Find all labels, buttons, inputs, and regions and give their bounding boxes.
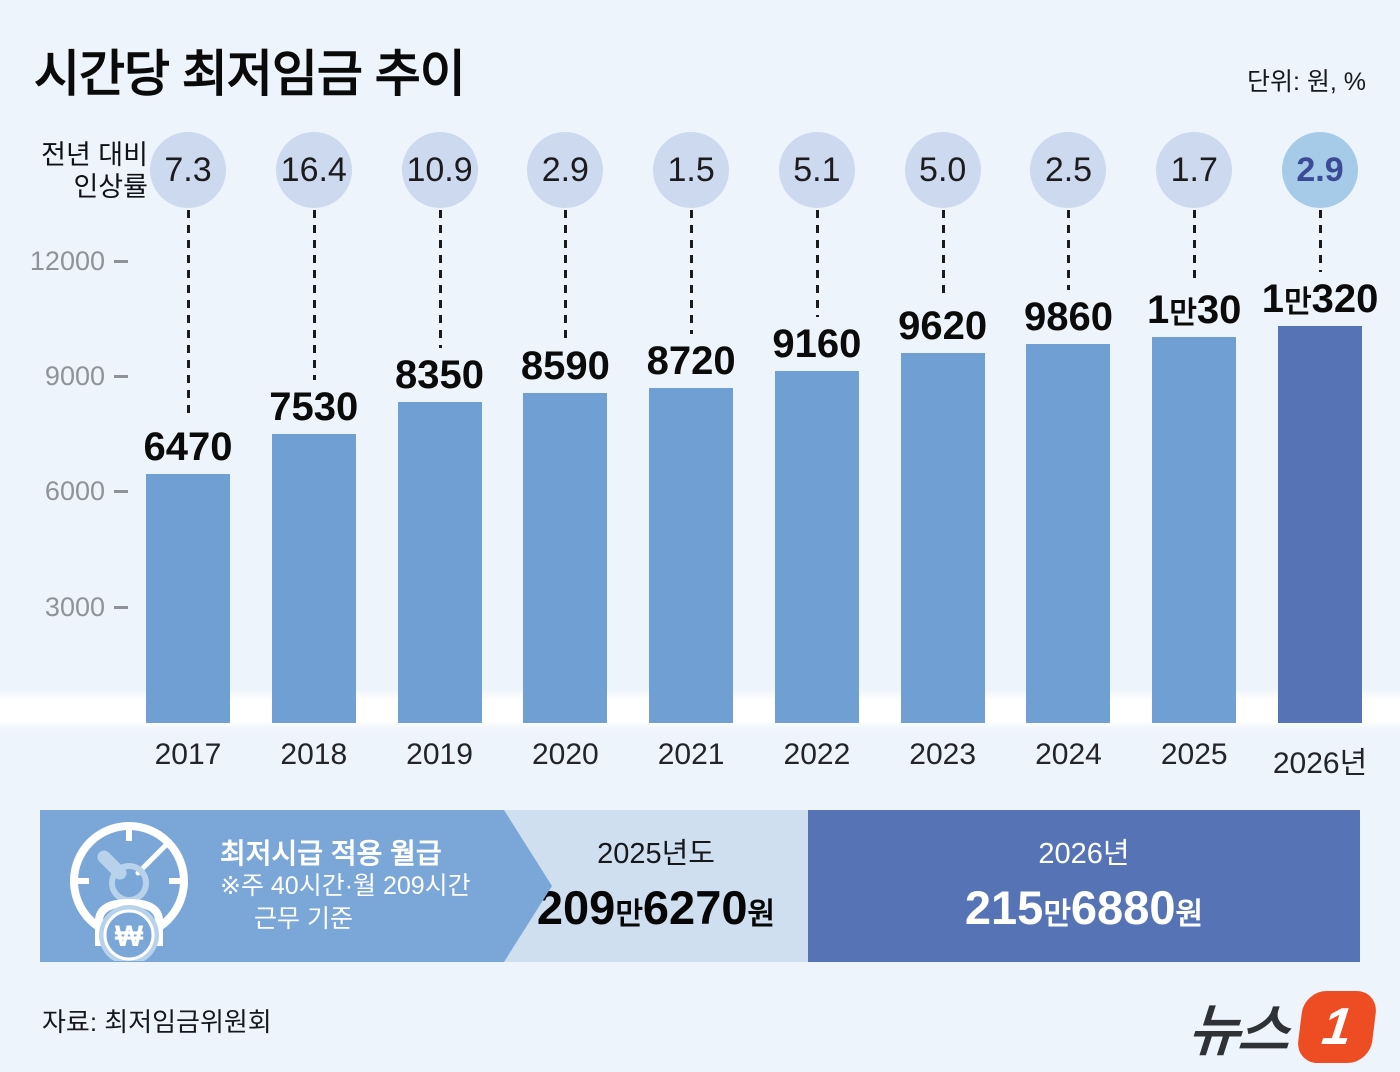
svg-text:₩: ₩ bbox=[115, 920, 144, 953]
rate-axis-label: 전년 대비 인상률 bbox=[28, 139, 148, 203]
y-axis-tick: 9000 bbox=[0, 361, 128, 392]
bar-value-label: 9620 bbox=[898, 304, 988, 348]
rate-badge: 7.3 bbox=[150, 132, 226, 208]
banner-monthly-wage-text: 최저시급 적용 월급 ※주 40시간·월 209시간 근무 기준 bbox=[220, 837, 471, 936]
rate-badge: 5.0 bbox=[904, 132, 981, 208]
news1-logo: 뉴스 1 bbox=[1186, 986, 1379, 1067]
news1-logo-number: 1 bbox=[1318, 997, 1356, 1056]
chart-column-2025: 1.7 1만30 2025 bbox=[1131, 0, 1257, 800]
banner-2025-year: 2025년도 bbox=[597, 838, 715, 870]
leader-dashed-line bbox=[1067, 210, 1071, 290]
x-axis-year-label: 2022 bbox=[783, 738, 851, 771]
leader-dashed-line bbox=[1193, 210, 1197, 283]
wage-bar bbox=[774, 371, 859, 723]
chart-column-2018: 16.4 7530 2018 bbox=[251, 0, 377, 800]
bar-value-label: 8590 bbox=[520, 344, 610, 388]
y-axis-tick: 6000 bbox=[0, 476, 128, 507]
banner-2026-block: 2026년 215만6880원 bbox=[808, 810, 1360, 962]
news1-logo-badge: 1 bbox=[1295, 990, 1379, 1063]
y-tick-label: 12000 bbox=[29, 245, 105, 276]
wage-bar bbox=[1278, 326, 1363, 723]
bar-value-label: 6470 bbox=[143, 425, 233, 469]
leader-dashed-line bbox=[1319, 210, 1323, 272]
rate-badge: 16.4 bbox=[275, 132, 352, 208]
chart-column-2022: 5.1 9160 2022 bbox=[754, 0, 880, 800]
bar-value-label: 9160 bbox=[772, 322, 862, 366]
rate-badge: 10.9 bbox=[401, 132, 478, 208]
bar-value-label: 8720 bbox=[646, 339, 736, 383]
y-tick-mark bbox=[114, 375, 128, 379]
rate-badge: 2.9 bbox=[527, 132, 604, 208]
x-axis-year-label: 2025 bbox=[1160, 738, 1228, 771]
y-tick-label: 3000 bbox=[44, 591, 105, 622]
chart-column-2023: 5.0 9620 2023 bbox=[880, 0, 1006, 800]
y-tick-label: 6000 bbox=[44, 476, 105, 507]
banner-2026-amount: 215만6880원 bbox=[964, 881, 1204, 934]
bar-value-label: 1만320 bbox=[1261, 277, 1379, 321]
x-axis-year-label: 2017 bbox=[154, 738, 222, 771]
leader-dashed-line bbox=[815, 210, 819, 317]
leader-dashed-line bbox=[438, 210, 442, 348]
news1-logo-word: 뉴스 bbox=[1186, 999, 1290, 1062]
bar-value-label: 1만30 bbox=[1147, 288, 1242, 332]
chart-column-2020: 2.9 8590 2020 bbox=[502, 0, 628, 800]
x-axis-year-label: 2023 bbox=[909, 738, 977, 771]
page-title: 시간당 최저임금 추이 bbox=[34, 46, 466, 102]
wage-bar bbox=[146, 474, 230, 723]
wage-bar bbox=[271, 434, 356, 723]
y-tick-mark bbox=[114, 259, 128, 263]
x-axis-year-label: 2024 bbox=[1035, 738, 1102, 771]
chart-column-2021: 1.5 8720 2021 bbox=[628, 0, 754, 800]
wage-bar bbox=[1152, 337, 1237, 723]
leader-dashed-line bbox=[312, 210, 316, 380]
leader-dashed-line bbox=[564, 210, 568, 339]
leader-dashed-line bbox=[941, 210, 945, 299]
y-tick-label: 9000 bbox=[44, 361, 105, 392]
x-axis-year-label: 2026년 bbox=[1272, 747, 1368, 780]
banner-monthly-wage-block: ₩ 최저시급 적용 월급 ※주 40시간·월 209시간 근무 기준 bbox=[40, 810, 552, 962]
clock-won-icon: ₩ bbox=[54, 811, 204, 962]
banner-2026-year: 2026년 bbox=[1038, 838, 1130, 870]
banner-2025-block: 2025년도 209만6270원 bbox=[503, 810, 809, 962]
x-axis-year-label: 2021 bbox=[657, 738, 725, 771]
rate-badge: 1.7 bbox=[1156, 132, 1233, 208]
unit-label: 단위: 원, % bbox=[1246, 68, 1366, 96]
rate-badge: 2.5 bbox=[1030, 132, 1107, 208]
rate-axis-label-line2: 인상률 bbox=[73, 172, 148, 202]
chart-column-2026: 2.9 1만320 2026년 bbox=[1257, 0, 1383, 800]
rate-badge: 5.1 bbox=[778, 132, 855, 208]
leader-dashed-line bbox=[187, 210, 190, 420]
bar-value-label: 9860 bbox=[1023, 295, 1113, 339]
x-axis-year-label: 2019 bbox=[406, 738, 473, 771]
rate-badge: 1.5 bbox=[653, 132, 730, 208]
banner-left-line2: ※주 40시간·월 209시간 bbox=[220, 871, 471, 900]
source-label: 자료: 최저임금위원회 bbox=[42, 1007, 272, 1037]
chart-column-2017: 7.3 6470 2017 bbox=[125, 0, 251, 800]
y-axis-tick: 3000 bbox=[0, 592, 128, 623]
x-axis-year-label: 2018 bbox=[280, 738, 348, 771]
rate-badge: 2.9 bbox=[1282, 132, 1359, 208]
y-axis-tick: 12000 bbox=[0, 246, 128, 277]
banner-left-line1: 최저시급 적용 월급 bbox=[220, 837, 442, 869]
bar-value-label: 7530 bbox=[269, 385, 359, 429]
chart-column-2019: 10.9 8350 2019 bbox=[377, 0, 503, 800]
wage-bar bbox=[649, 388, 734, 723]
chart-column-2024: 2.5 9860 2024 bbox=[1005, 0, 1131, 800]
x-axis-year-label: 2020 bbox=[531, 738, 599, 771]
wage-bar bbox=[1026, 344, 1111, 723]
wage-bar bbox=[900, 353, 985, 723]
wage-bar bbox=[523, 393, 608, 723]
y-tick-mark bbox=[114, 605, 128, 609]
banner-left-line3: 근무 기준 bbox=[254, 904, 353, 933]
bar-value-label: 8350 bbox=[395, 353, 485, 397]
leader-dashed-line bbox=[690, 210, 694, 334]
rate-axis-label-line1: 전년 대비 bbox=[41, 140, 148, 170]
y-tick-mark bbox=[114, 490, 128, 494]
wage-bar bbox=[397, 402, 482, 723]
banner-2025-amount: 209만6270원 bbox=[536, 881, 776, 934]
